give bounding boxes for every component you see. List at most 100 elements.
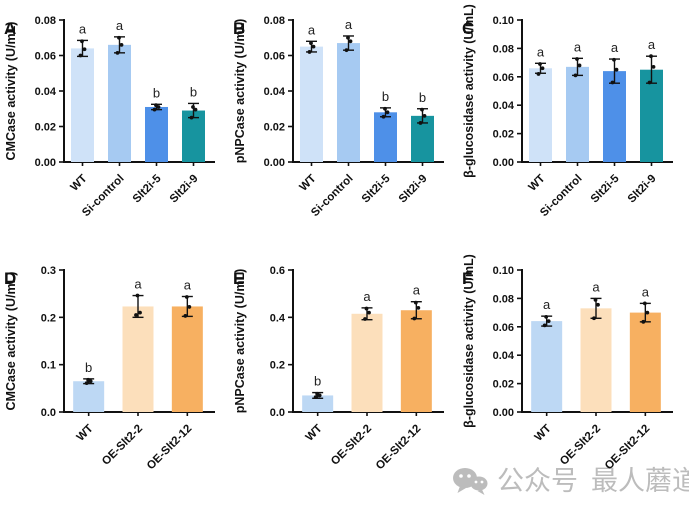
data-point [348,39,353,44]
data-point [154,103,158,108]
data-point [138,310,142,315]
y-tick-label: 0.1 [41,360,56,372]
data-point [612,57,616,62]
bar-Si-control [566,66,589,162]
data-point [651,64,656,69]
data-point [577,63,582,68]
x-category-label: Slt2i-5 [131,172,164,205]
y-tick-label: 0.00 [493,407,514,419]
data-point [315,391,320,396]
y-tick-label: 0.08 [493,293,514,305]
y-tick-label: 0.06 [493,322,514,334]
sig-letter: b [85,360,92,375]
y-tick-label: 0.10 [493,265,514,277]
data-point [413,300,418,305]
data-point [183,314,188,318]
y-tick-label: 0.3 [41,265,56,277]
sig-letter: a [642,284,650,299]
data-point [418,121,423,125]
data-point [313,395,318,399]
data-point [573,73,578,78]
panel-letter: E [233,269,244,288]
sig-letter: a [543,297,551,312]
y-tick-label: 0.08 [35,15,56,27]
x-category-label: OE-Slt2-12 [603,423,653,473]
x-category-label: WT [75,423,96,444]
bar-Slt2i-9 [411,115,434,162]
bar-Slt2i-9 [640,69,663,162]
data-point [363,317,367,321]
data-point [119,42,124,47]
y-tick-label: 0.0 [41,407,56,419]
y-tick-label: 0.2 [41,312,56,324]
data-point [420,107,424,112]
y-axis-label: CMCase activity (U/mL) [4,272,18,411]
bar-OE-Slt2-2 [580,308,612,412]
y-tick-label: 0.04 [35,86,57,98]
bar-WT [529,68,552,162]
data-point [152,107,157,112]
data-point [540,66,545,71]
bar-Slt2i-5 [603,71,626,162]
x-category-label: WT [68,173,89,194]
bar-WT [302,395,334,412]
data-point [191,105,195,109]
data-point [193,107,198,112]
data-point [642,301,647,306]
sig-letter: a [134,277,142,292]
panel-D: D CMCase activity (U/mL) 0.0 0.1 0.2 0.3 b WT a O… [0,250,229,507]
bar-WT [71,48,94,162]
data-point [383,106,387,111]
x-category-label: WT [304,423,325,444]
x-category-label: Slt2i-5 [360,172,393,205]
data-point [381,114,386,119]
data-point [641,319,646,324]
x-category-label: OE-Slt2-2 [329,423,374,468]
y-tick-label: 0.2 [270,360,285,372]
x-category-label: WT [526,173,547,194]
x-category-label: Slt2i-9 [397,173,430,206]
watermark-account-name: 最人蘑道 [591,465,689,496]
y-axis-label: β-glucosidase activity (U/mL) [462,254,476,428]
data-point [538,62,542,66]
sig-letter: a [592,279,600,294]
x-category-label: OE-Slt2-12 [374,423,424,473]
data-point [575,57,579,61]
data-point [80,39,84,44]
watermark-platform-label: 公众号 [497,465,578,496]
y-tick-label: 0.04 [493,350,515,362]
sig-letter: a [413,283,421,298]
panel-letter: A [4,19,16,38]
panel-letter: C [462,19,474,38]
x-category-label: Slt2i-9 [168,173,201,206]
data-point [307,50,312,54]
data-point [134,313,138,317]
y-tick-label: 0.02 [493,129,514,141]
x-category-label: OE-Slt2-2 [100,423,145,468]
panel-C-bar-chart: Cβ-glucosidase activity (U/mL) 0.00 0.02 0.… [462,4,673,219]
bar-Si-control [108,44,131,162]
sig-letter: a [537,44,545,59]
sig-letter: b [314,374,321,389]
data-point [422,113,427,118]
data-point [184,295,189,299]
bar-Slt2i-9 [182,110,205,162]
data-point [647,80,652,85]
y-tick-label: 0.02 [35,122,56,134]
data-point [610,80,615,85]
data-point [593,297,598,302]
data-point [596,302,600,307]
data-point [546,319,551,324]
data-point [78,53,83,58]
y-tick-label: 0.00 [35,157,56,169]
sig-letter: b [190,84,197,99]
y-axis-label: β-glucosidase activity (U/mL) [462,4,476,178]
data-point [385,110,390,115]
